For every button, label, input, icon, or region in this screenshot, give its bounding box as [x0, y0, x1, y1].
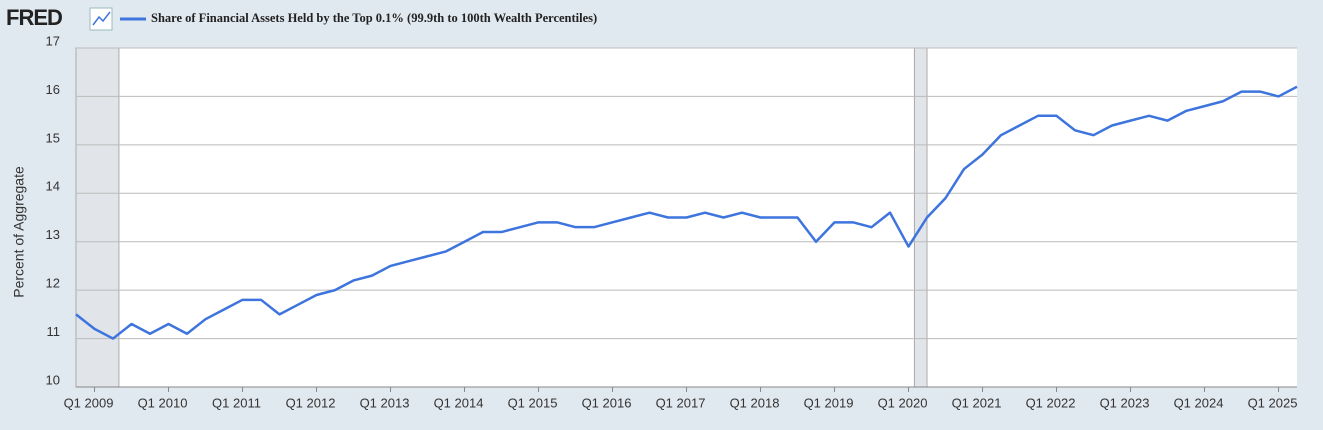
y-tick-label: 16: [46, 82, 60, 97]
x-tick-label: Q1 2018: [730, 395, 780, 410]
x-tick-label: Q1 2009: [64, 395, 114, 410]
y-tick-label: 14: [46, 179, 60, 194]
y-tick-label: 12: [46, 276, 60, 291]
x-tick-label: Q1 2020: [878, 395, 928, 410]
y-tick-label: 11: [47, 324, 61, 339]
recession-band: [75, 47, 120, 388]
x-tick-label: Q1 2012: [286, 395, 336, 410]
x-tick-label: Q1 2022: [1026, 395, 1076, 410]
x-tick-label: Q1 2025: [1248, 395, 1298, 410]
y-tick-label: 17: [46, 33, 60, 48]
x-tick-label: Q1 2017: [656, 395, 706, 410]
y-tick-label: 15: [46, 130, 60, 145]
y-tick-label: 10: [46, 372, 60, 387]
legend: Share of Financial Assets Held by the To…: [151, 11, 597, 25]
y-tick-label: 13: [46, 227, 60, 242]
line-series: [75, 85, 1298, 340]
x-tick-label: Q1 2011: [212, 395, 261, 410]
x-tick-label: Q1 2021: [952, 395, 1002, 410]
x-tick-label: Q1 2016: [582, 395, 632, 410]
logo: FRED: [6, 5, 62, 30]
recession-band: [913, 47, 928, 388]
x-tick-label: Q1 2015: [508, 395, 558, 410]
x-tick-label: Q1 2024: [1174, 395, 1224, 410]
x-tick-label: Q1 2023: [1100, 395, 1150, 410]
x-tick-label: Q1 2019: [804, 395, 854, 410]
x-tick-label: Q1 2013: [360, 395, 410, 410]
x-tick-label: Q1 2014: [434, 395, 484, 410]
y-axis-label: Percent of Aggregate: [11, 166, 27, 298]
x-tick-label: Q1 2010: [138, 395, 188, 410]
logo-icon-line: [92, 11, 111, 26]
